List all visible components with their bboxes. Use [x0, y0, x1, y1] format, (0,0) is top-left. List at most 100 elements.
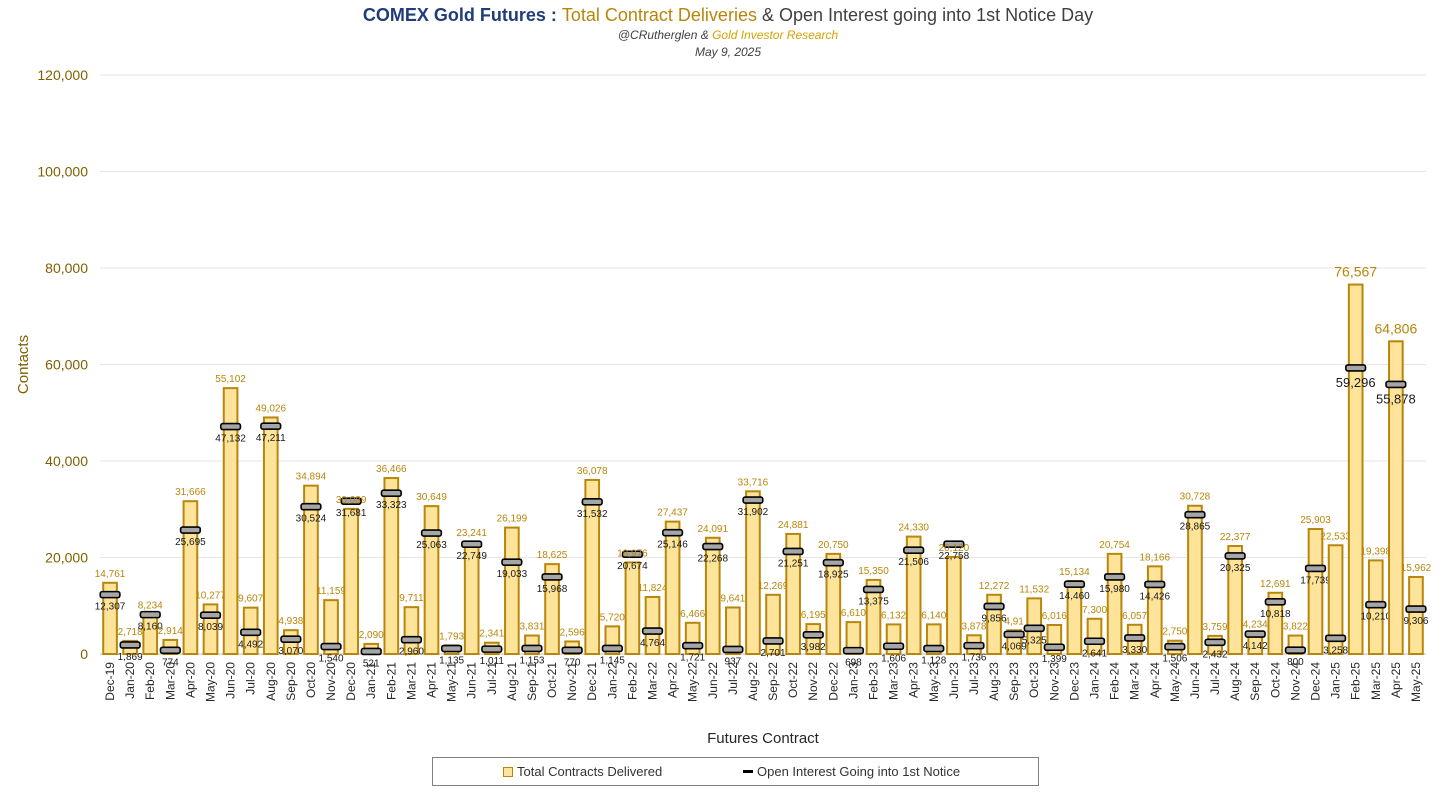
oi-value-label: 21,506	[898, 557, 929, 568]
x-tick-label: Jun-24	[1188, 662, 1202, 699]
oi-value-label: 18,925	[818, 570, 849, 581]
legend-label-deliveries: Total Contracts Delivered	[517, 764, 663, 779]
oi-marker	[1103, 573, 1126, 581]
oi-marker	[1184, 510, 1206, 519]
x-tick-label: Jan-24	[1088, 662, 1102, 699]
oi-marker	[742, 496, 764, 504]
x-tick-label: Sep-22	[766, 662, 780, 701]
oi-value-label: 937	[725, 656, 742, 667]
bar-delivered	[664, 520, 681, 655]
x-tick-label: Apr-20	[183, 662, 197, 698]
oi-value-label: 9,306	[1403, 616, 1428, 627]
y-tick-label: 0	[80, 646, 88, 662]
x-tick-label: May-24	[1168, 662, 1182, 702]
oi-marker	[702, 542, 724, 551]
oi-value-label: 25,146	[657, 540, 688, 551]
oi-value-label: 13,375	[858, 596, 889, 607]
bar-delivered	[504, 526, 520, 656]
oi-marker	[260, 422, 282, 431]
x-tick-label: Feb-25	[1349, 662, 1363, 700]
bar-value-label: 33,716	[738, 477, 769, 488]
oi-value-label: 10,818	[1260, 609, 1291, 620]
oi-marker	[1164, 642, 1186, 651]
x-tick-label: Aug-23	[987, 662, 1001, 701]
bar-value-label: 27,437	[657, 508, 688, 519]
legend-item-open-interest: Open Interest Going into 1st Notice	[743, 764, 960, 779]
bar-value-label: 2,718	[118, 627, 143, 638]
x-tick-label: Nov-22	[806, 662, 820, 701]
oi-value-label: 2,701	[761, 648, 786, 659]
legend: Total Contracts Delivered Open Interest …	[432, 757, 1039, 786]
bar-value-label: 3,878	[961, 621, 986, 632]
legend-label-open-interest: Open Interest Going into 1st Notice	[757, 764, 961, 779]
oi-marker	[179, 526, 202, 534]
bar-value-label: 22,377	[1220, 532, 1251, 543]
bar-delivered	[704, 536, 721, 655]
bar-value-label: 6,610	[841, 608, 866, 619]
oi-marker	[481, 645, 503, 653]
oi-marker	[340, 497, 362, 505]
oi-value-label: 774	[162, 657, 179, 668]
x-tick-label: Jan-21	[364, 662, 378, 699]
oi-value-label: 25,695	[175, 537, 206, 548]
bar-value-label: 4,234	[1243, 620, 1268, 631]
bar-value-label: 6,057	[1122, 611, 1147, 622]
oi-value-label: 4,492	[238, 639, 263, 650]
x-tick-label: Mar-20	[163, 662, 177, 700]
bar-delivered	[222, 387, 239, 655]
chart-title-part-2: Total Contract Deliveries	[561, 5, 757, 25]
oi-marker	[1284, 646, 1307, 654]
bar-value-label: 6,016	[1042, 611, 1067, 622]
bar-value-label: 3,759	[1203, 622, 1228, 633]
oi-value-label: 22,268	[697, 554, 728, 565]
x-tick-label: Apr-22	[666, 662, 680, 698]
oi-value-label: 5,325	[1022, 635, 1047, 646]
bar-delivered	[865, 578, 882, 656]
oi-value-label: 2,960	[399, 647, 424, 658]
bar-delivered	[1187, 504, 1203, 655]
oi-value-label: 1,128	[921, 656, 946, 667]
oi-marker	[1124, 634, 1146, 642]
bar-delivered	[1227, 545, 1243, 655]
oi-value-label: 31,532	[577, 509, 608, 520]
oi-marker	[139, 610, 161, 619]
bar-value-label: 14,761	[95, 569, 126, 580]
legend-swatch-line	[743, 770, 753, 773]
bar-value-label: 30,728	[1180, 492, 1211, 503]
oi-value-label: 1,736	[961, 653, 986, 664]
x-tick-label: Nov-23	[1047, 662, 1061, 701]
bar-delivered	[383, 477, 400, 655]
bar-value-label: 9,711	[399, 593, 424, 604]
bar-delivered	[725, 606, 741, 656]
bar-delivered	[1307, 528, 1324, 655]
bar-value-label: 15,962	[1401, 563, 1432, 574]
bar-value-label: 24,091	[697, 524, 728, 535]
oi-value-label: 59,296	[1336, 375, 1376, 390]
bar-delivered	[745, 490, 761, 656]
bar-value-label: 12,691	[1260, 579, 1291, 590]
x-tick-label: Aug-21	[505, 662, 519, 701]
oi-marker	[601, 644, 623, 653]
oi-marker	[1324, 634, 1347, 643]
oi-marker	[1043, 643, 1065, 652]
bar-value-label: 18,166	[1139, 552, 1170, 563]
legend-item-deliveries: Total Contracts Delivered	[503, 764, 662, 779]
oi-value-label: 14,426	[1139, 591, 1170, 602]
bar-value-label: 9,641	[720, 593, 745, 604]
subtitle-part-2: Gold Investor Research	[712, 28, 839, 42]
bar-value-label: 55,102	[215, 374, 246, 385]
oi-marker	[1204, 638, 1226, 647]
x-tick-label: Mar-24	[1128, 662, 1142, 700]
x-tick-label: Sep-21	[525, 662, 539, 701]
oi-marker	[1405, 605, 1427, 613]
bar-value-label: 18,625	[537, 550, 568, 561]
x-tick-label: Dec-24	[1309, 662, 1323, 701]
x-tick-label: Feb-23	[867, 662, 881, 700]
oi-marker	[240, 628, 262, 637]
oi-marker	[621, 550, 644, 559]
legend-swatch-bar	[503, 766, 513, 777]
bar-value-label: 5,720	[600, 612, 625, 623]
oi-marker	[561, 646, 583, 655]
